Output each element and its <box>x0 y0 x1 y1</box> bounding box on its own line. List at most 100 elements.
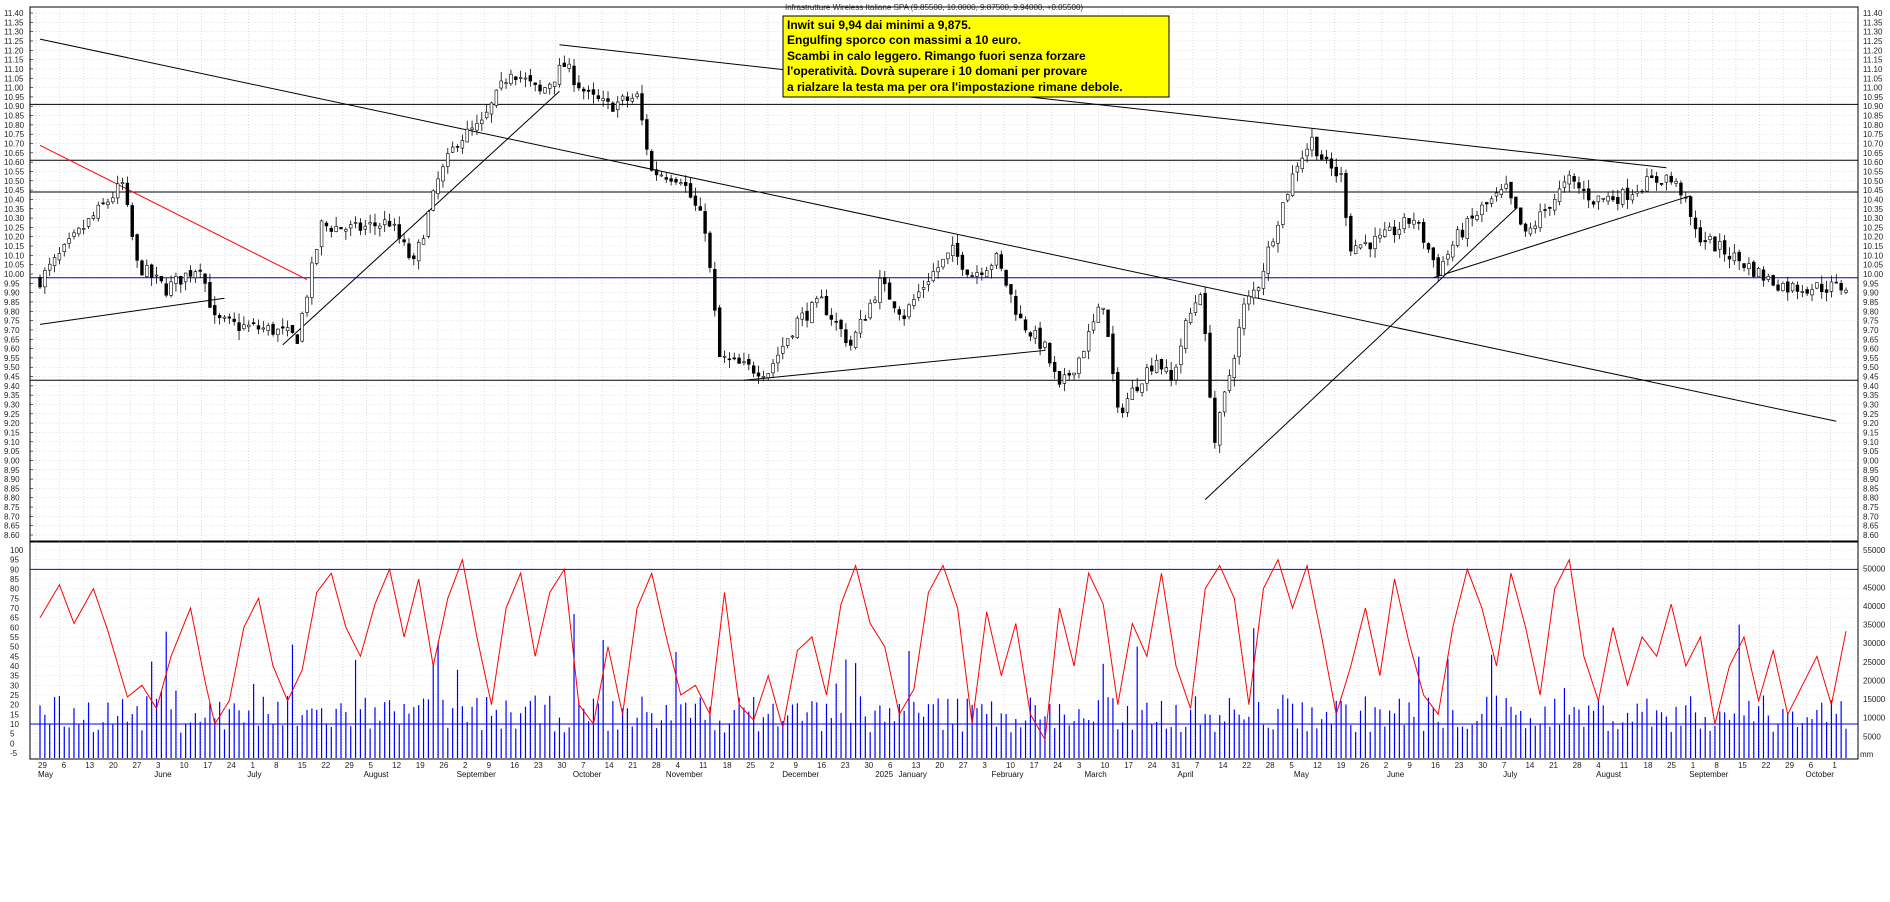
candle-body <box>72 232 76 237</box>
candle-body <box>295 334 300 344</box>
price-tick-label-right: 9.80 <box>1863 307 1879 316</box>
candle-body <box>135 234 139 261</box>
candle-body <box>86 218 91 227</box>
price-tick-label-right: 9.10 <box>1863 438 1879 447</box>
date-tick-label: 16 <box>1431 761 1440 770</box>
date-tick-label: 13 <box>912 761 921 770</box>
candle-body <box>363 225 367 230</box>
price-tick-label-right: 10.05 <box>1863 261 1884 270</box>
candle-body <box>402 239 406 243</box>
candle-body <box>1514 196 1518 209</box>
oscillator-tick-label: 10 <box>10 720 19 729</box>
candle-body <box>897 309 902 315</box>
candle-body <box>1009 284 1013 295</box>
date-tick-label: 4 <box>1596 761 1601 770</box>
candle-body <box>247 324 251 328</box>
month-label: July <box>1503 770 1517 779</box>
candle-body <box>528 75 533 82</box>
candle-body <box>708 232 712 268</box>
candle-body <box>611 102 615 112</box>
price-tick-label-right: 9.30 <box>1863 401 1879 410</box>
candle-body <box>1722 240 1727 255</box>
candle-body <box>1553 198 1557 211</box>
price-tick-label-right: 9.70 <box>1863 326 1879 335</box>
price-tick-label-right: 10.45 <box>1863 186 1884 195</box>
price-tick-label-left: 9.40 <box>4 382 20 391</box>
candle-body <box>1815 282 1819 289</box>
price-tick-label-right: 10.85 <box>1863 112 1884 121</box>
candle-body <box>349 224 353 229</box>
candle-body <box>645 119 649 150</box>
trendline <box>39 297 225 325</box>
date-tick-label: 3 <box>982 761 987 770</box>
price-tick-label-right: 9.60 <box>1863 345 1879 354</box>
candle-body <box>217 315 222 319</box>
candle-body <box>761 376 766 378</box>
candle-body <box>1174 366 1178 381</box>
date-tick-label: 25 <box>746 761 755 770</box>
candle-body <box>591 89 596 95</box>
candle-body <box>1752 261 1756 277</box>
candle-body <box>1290 173 1295 196</box>
price-tick-label-left: 8.60 <box>4 531 20 540</box>
candle-body <box>1193 302 1198 313</box>
candle-body <box>285 327 290 332</box>
candle-body <box>1018 313 1023 319</box>
candle-body <box>1766 275 1771 280</box>
candle-body <box>1198 294 1203 306</box>
candle-body <box>1480 204 1484 216</box>
price-tick-label-left: 10.55 <box>4 167 25 176</box>
candle-body <box>912 299 916 306</box>
date-tick-label: 9 <box>487 761 492 770</box>
candle-body <box>887 282 892 300</box>
candle-body <box>412 255 416 260</box>
oscillator-tick-label: 5 <box>10 730 15 739</box>
candle-body <box>1703 240 1707 243</box>
candle-body <box>984 270 989 278</box>
price-tick-label-left: 10.80 <box>4 121 25 130</box>
price-tick-label-left: 9.50 <box>4 363 20 372</box>
candle-body <box>48 263 52 271</box>
volume-tick-label: 40000 <box>1863 602 1886 611</box>
candle-body <box>426 211 431 237</box>
price-tick-label-right: 10.60 <box>1863 158 1884 167</box>
candle-body <box>868 302 872 319</box>
candle-body <box>1315 136 1319 157</box>
price-tick-label-left: 9.45 <box>4 373 20 382</box>
candle-body <box>242 324 246 329</box>
candle-body <box>441 166 445 182</box>
candle-body <box>1567 174 1571 185</box>
candle-body <box>1834 281 1838 284</box>
oscillator-tick-label: 45 <box>10 652 19 661</box>
candle-body <box>120 182 125 185</box>
candle-body <box>1790 283 1795 292</box>
date-tick-label: 12 <box>392 761 401 770</box>
month-label: March <box>1085 770 1107 779</box>
candle-body <box>1436 257 1440 276</box>
volume-tick-label: 15000 <box>1863 695 1886 704</box>
candle-body <box>62 243 66 253</box>
price-tick-label-left: 10.60 <box>4 158 25 167</box>
date-tick-label: 2 <box>1384 761 1389 770</box>
candle-body <box>1363 241 1368 244</box>
price-tick-label-left: 10.65 <box>4 149 25 158</box>
date-tick-label: 29 <box>1785 761 1794 770</box>
candle-body <box>1805 289 1809 294</box>
candle-body <box>1523 223 1528 232</box>
candle-body <box>43 270 47 288</box>
date-tick-label: 26 <box>1360 761 1369 770</box>
date-tick-label: 18 <box>723 761 732 770</box>
candle-body <box>91 215 96 219</box>
candle-body <box>538 84 542 92</box>
volume-tick-label: 50000 <box>1863 565 1886 574</box>
price-tick-label-left: 10.50 <box>4 177 25 186</box>
candle-body <box>582 88 586 92</box>
candle-body <box>902 315 906 320</box>
date-tick-label: 22 <box>1242 761 1251 770</box>
candle-body <box>785 338 790 346</box>
candle-body <box>756 372 761 377</box>
price-tick-label-right: 9.15 <box>1863 428 1879 437</box>
date-tick-label: 19 <box>416 761 425 770</box>
candle-body <box>154 274 159 277</box>
candle-body <box>310 262 314 298</box>
